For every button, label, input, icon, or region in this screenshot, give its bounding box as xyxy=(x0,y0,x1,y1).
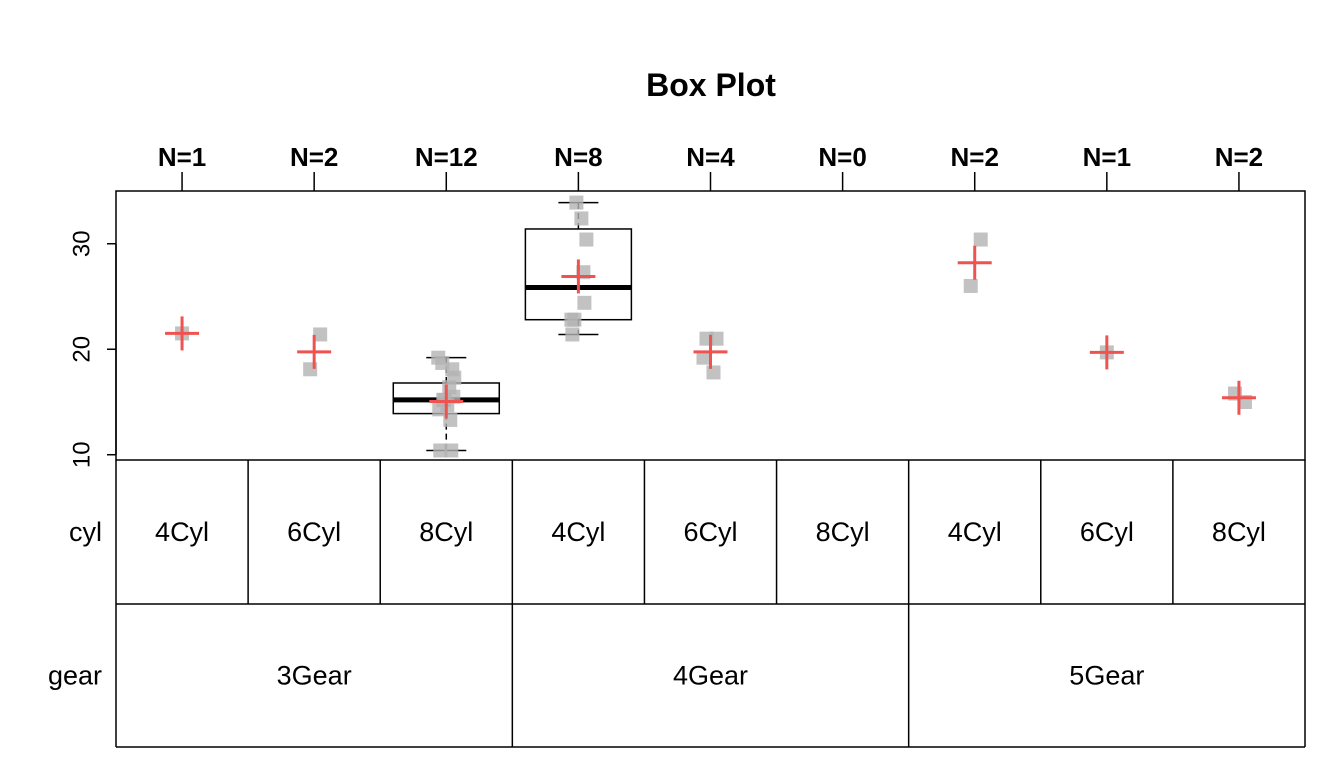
cyl-level-label: 6Cyl xyxy=(1080,517,1134,547)
group-1 xyxy=(165,316,200,351)
data-point xyxy=(564,312,579,327)
data-point xyxy=(569,195,584,210)
group-count-label: N=4 xyxy=(686,142,735,172)
data-point xyxy=(431,350,446,365)
cyl-level-label: 6Cyl xyxy=(287,517,341,547)
data-point xyxy=(447,370,462,385)
data-point xyxy=(444,443,459,458)
data-point xyxy=(973,232,988,247)
factor-table: cyl gear 4Cyl 6Cyl 8Cyl 4Cyl 6Cyl 8Cyl 4Cyl 6Cyl 8… xyxy=(48,460,1306,748)
group-5 xyxy=(693,331,728,380)
cyl-level-label: 4Cyl xyxy=(155,517,209,547)
cyl-level-label: 8Cyl xyxy=(419,517,473,547)
cyl-level-label: 6Cyl xyxy=(683,517,737,547)
group-count-label: N=2 xyxy=(1215,142,1263,172)
data-point xyxy=(433,443,448,458)
data-point xyxy=(709,331,724,346)
y-axis: 10 20 30 xyxy=(69,230,117,468)
cyl-level-label: 4Cyl xyxy=(948,517,1002,547)
y-tick-label: 10 xyxy=(69,441,96,468)
group-count-label: N=1 xyxy=(158,142,206,172)
group-count-label: N=12 xyxy=(415,142,478,172)
y-tick-label: 30 xyxy=(69,230,96,257)
group-2 xyxy=(297,327,332,377)
data-point xyxy=(696,350,711,365)
data-point xyxy=(579,232,594,247)
data-point xyxy=(436,392,451,407)
group-count-label: N=2 xyxy=(290,142,338,172)
group-count-label: N=8 xyxy=(554,142,602,172)
data-point xyxy=(706,365,721,380)
gear-level-label: 4Gear xyxy=(673,661,748,691)
factor-name-gear: gear xyxy=(48,661,102,691)
cyl-level-label: 4Cyl xyxy=(551,517,605,547)
group-9 xyxy=(1221,380,1256,415)
data-point xyxy=(565,327,580,342)
group-8 xyxy=(1089,335,1124,370)
top-axis-counts: N=1 N=2 N=12 N=8 N=4 N=0 N=2 N=1 N=2 xyxy=(158,142,1263,191)
factor-name-cyl: cyl xyxy=(69,517,102,547)
data-point xyxy=(313,327,328,342)
plot-border xyxy=(115,190,1306,461)
data-point xyxy=(963,278,978,293)
group-4 xyxy=(524,195,633,342)
cyl-level-label: 8Cyl xyxy=(816,517,870,547)
plot-area xyxy=(115,190,1306,461)
data-point xyxy=(577,295,592,310)
gear-level-label: 3Gear xyxy=(277,661,352,691)
cyl-level-label: 8Cyl xyxy=(1212,517,1266,547)
data-point xyxy=(574,211,589,226)
plot-marks xyxy=(165,195,1256,458)
group-count-label: N=2 xyxy=(951,142,999,172)
group-count-label: N=0 xyxy=(818,142,866,172)
gear-level-label: 5Gear xyxy=(1069,661,1144,691)
group-3 xyxy=(392,350,501,458)
chart-title: Box Plot xyxy=(646,67,776,103)
group-count-label: N=1 xyxy=(1083,142,1131,172)
y-tick-label: 20 xyxy=(69,336,96,363)
group-7 xyxy=(957,232,992,293)
